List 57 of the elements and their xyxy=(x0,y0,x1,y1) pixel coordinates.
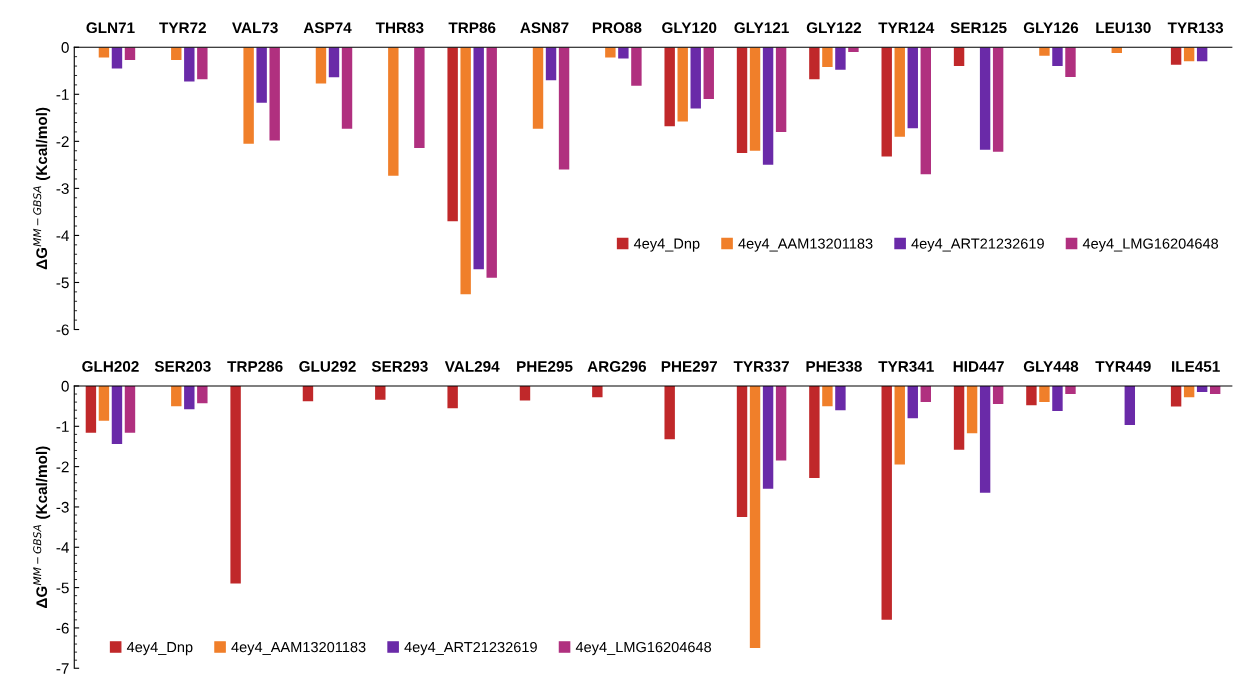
legend-label: 4ey4_Dnp xyxy=(126,642,193,656)
x-tick-label: HID447 xyxy=(953,361,1004,372)
x-tick-label: PHE338 xyxy=(806,361,862,372)
x-tick-label: VAL294 xyxy=(444,361,500,372)
x-tick-label: TYR72 xyxy=(159,22,206,33)
legend-label: 4ey4_ART21232619 xyxy=(911,238,1044,252)
x-tick-label: GLH202 xyxy=(82,361,139,372)
legend-label: 4ey4_LMG16204648 xyxy=(1082,238,1219,252)
y-tick-label: 0 xyxy=(61,42,69,53)
legend-label: 4ey4_AAM13201183 xyxy=(231,641,366,656)
x-tick-label: TYR341 xyxy=(878,361,934,372)
x-tick-label: GLY126 xyxy=(1023,22,1079,34)
x-tick-label: SER293 xyxy=(371,361,428,372)
x-tick-label: TYR337 xyxy=(733,361,789,372)
y-tick-label: -3 xyxy=(56,183,69,195)
legend-label: 4ey4_AAM13201183 xyxy=(738,238,873,252)
y-axis-title: ΔG$^{MM−GBSA}$ (Kcal/mol) xyxy=(33,107,51,270)
y-tick-label: -4 xyxy=(56,542,69,553)
legend-label: 4ey4_ART21232619 xyxy=(404,641,537,656)
y-tick-label: -1 xyxy=(56,89,69,100)
x-tick-label: PHE295 xyxy=(517,361,573,372)
x-tick-label: LEU130 xyxy=(1096,22,1151,34)
x-tick-label: ILE451 xyxy=(1172,361,1220,372)
x-tick-label: PHE297 xyxy=(661,361,717,372)
legend-label: 4ey4_Dnp xyxy=(633,238,700,252)
x-tick-label: VAL73 xyxy=(232,22,278,34)
x-tick-label: GLN71 xyxy=(86,22,135,34)
x-tick-label: SER125 xyxy=(950,22,1007,34)
x-tick-label: TYR124 xyxy=(878,22,935,33)
x-tick-label: PRO88 xyxy=(592,22,642,34)
y-tick-label: -6 xyxy=(56,324,69,336)
y-tick-label: -7 xyxy=(56,663,69,674)
y-axis-title: ΔG$^{MM−GBSA}$ (Kcal/mol) xyxy=(33,446,51,608)
x-tick-label: GLY448 xyxy=(1023,361,1079,372)
x-tick-label: TYR449 xyxy=(1095,361,1151,372)
x-tick-label: TYR133 xyxy=(1167,22,1224,34)
y-tick-label: -2 xyxy=(56,461,69,473)
x-tick-label: GLY121 xyxy=(734,22,789,34)
y-tick-label: -5 xyxy=(56,277,69,289)
x-tick-label: GLY120 xyxy=(662,22,717,34)
y-tick-label: 0 xyxy=(61,380,69,392)
y-tick-label: -3 xyxy=(56,501,69,513)
y-tick-label: -2 xyxy=(56,136,69,147)
x-tick-label: TRP86 xyxy=(448,22,496,34)
y-tick-label: -6 xyxy=(56,622,69,634)
x-tick-label: TRP286 xyxy=(227,361,283,372)
x-tick-label: GLY122 xyxy=(806,22,862,34)
legend-label: 4ey4_LMG16204648 xyxy=(575,641,712,656)
x-tick-label: GLU292 xyxy=(299,361,356,372)
x-tick-label: ASP74 xyxy=(303,22,352,34)
x-tick-label: ARG296 xyxy=(587,361,647,372)
y-tick-label: -1 xyxy=(56,421,69,432)
y-tick-label: -5 xyxy=(56,582,69,594)
x-tick-label: ASN87 xyxy=(520,22,569,34)
x-tick-label: SER203 xyxy=(154,361,211,372)
x-tick-label: THR83 xyxy=(375,22,424,34)
y-tick-label: -4 xyxy=(56,230,69,241)
